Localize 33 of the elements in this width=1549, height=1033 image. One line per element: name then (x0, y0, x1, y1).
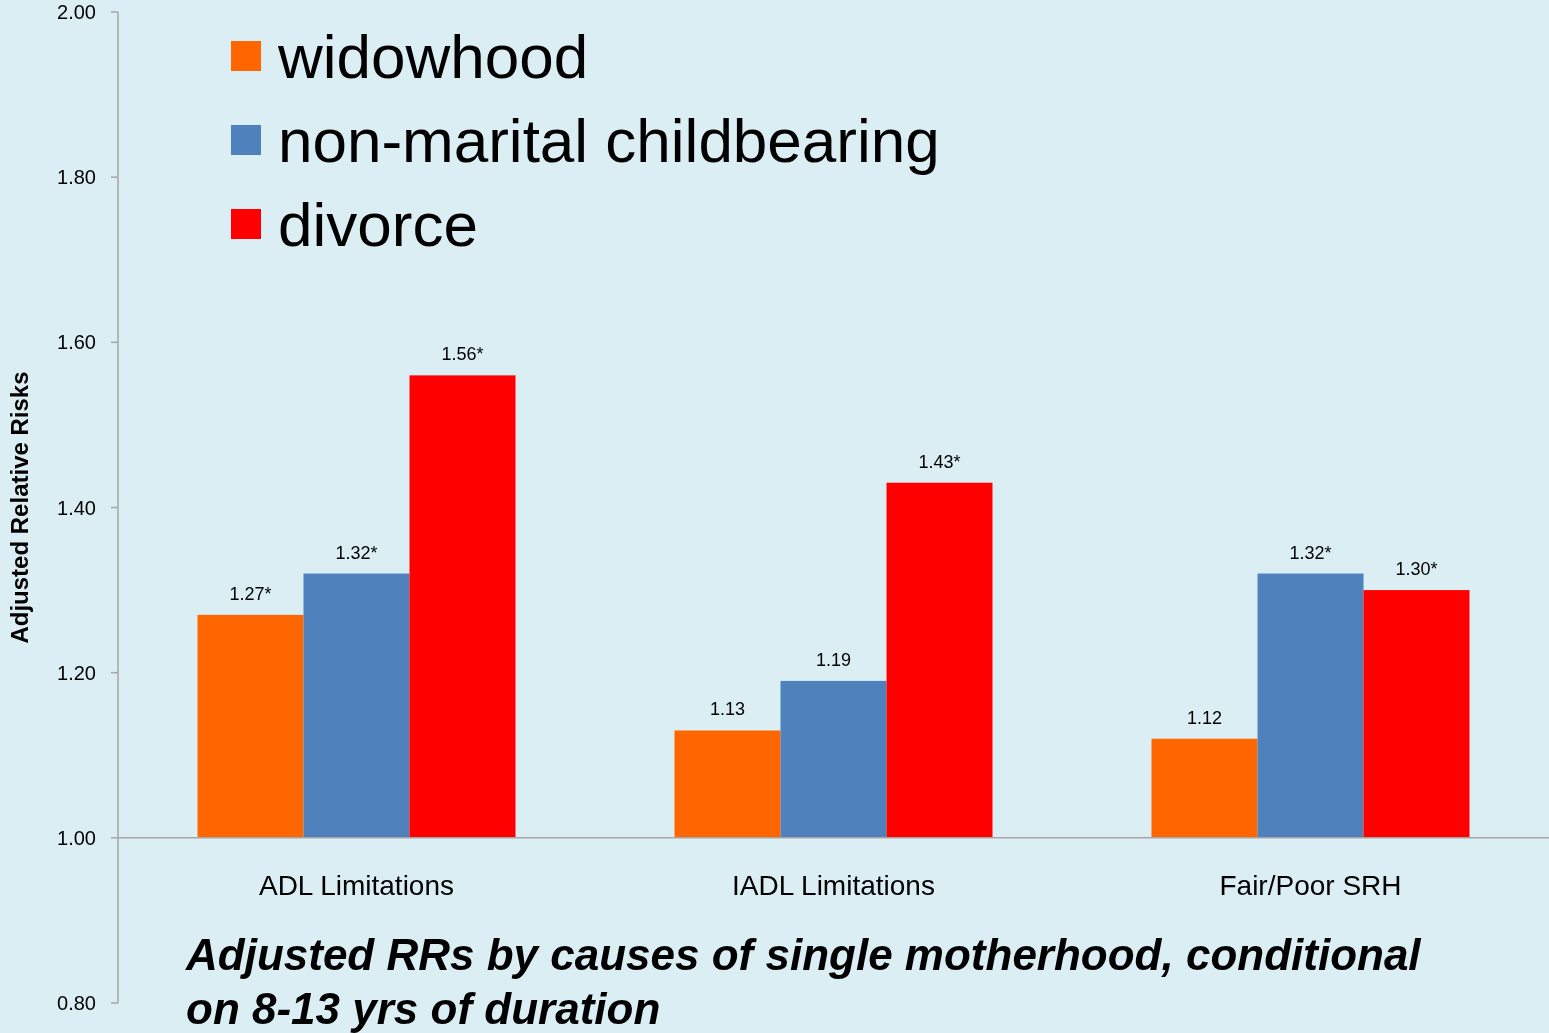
data-label: 1.13 (709, 699, 746, 720)
bar (197, 614, 304, 838)
y-tick-label: 1.60 (57, 331, 96, 354)
data-label: 1.43* (918, 451, 961, 472)
legend-label: divorce (278, 189, 478, 259)
data-label: 1.32* (1289, 542, 1332, 563)
y-axis-title: Adjusted Relative Risks (6, 371, 33, 644)
text: Adjusted RRs by causes of single motherhood, conditional on 8-13 yrs of duration (185, 930, 1422, 1033)
bar (1363, 590, 1470, 838)
bar (674, 730, 781, 838)
data-label: 1.56* (441, 344, 484, 365)
data-label: 1.27* (229, 583, 272, 604)
bar (1151, 738, 1258, 838)
bar (886, 482, 993, 838)
bar (1257, 573, 1364, 838)
x-tick-label: ADL Limitations (258, 869, 455, 901)
x-tick-label: Fair/Poor SRH (1219, 869, 1402, 901)
data-label: 1.30* (1395, 559, 1438, 580)
data-label: 1.19 (815, 649, 852, 670)
y-tick-label: 1.00 (57, 826, 96, 849)
y-tick-label: 2.00 (57, 1, 96, 23)
legend-label: non-marital childbearing (278, 105, 940, 175)
x-tick-label: IADL Limitations (732, 869, 935, 901)
data-label: 1.32* (335, 542, 378, 563)
bar (780, 680, 887, 838)
bar (303, 573, 410, 838)
y-tick-label: 1.80 (57, 166, 96, 189)
data-label: 1.12 (1186, 707, 1223, 728)
y-tick-label: 1.20 (57, 661, 96, 684)
legend-label: widowhood (277, 21, 589, 91)
y-tick-label: 0.80 (57, 992, 96, 1014)
y-tick-label: 1.40 (57, 496, 96, 519)
bar (409, 375, 516, 838)
